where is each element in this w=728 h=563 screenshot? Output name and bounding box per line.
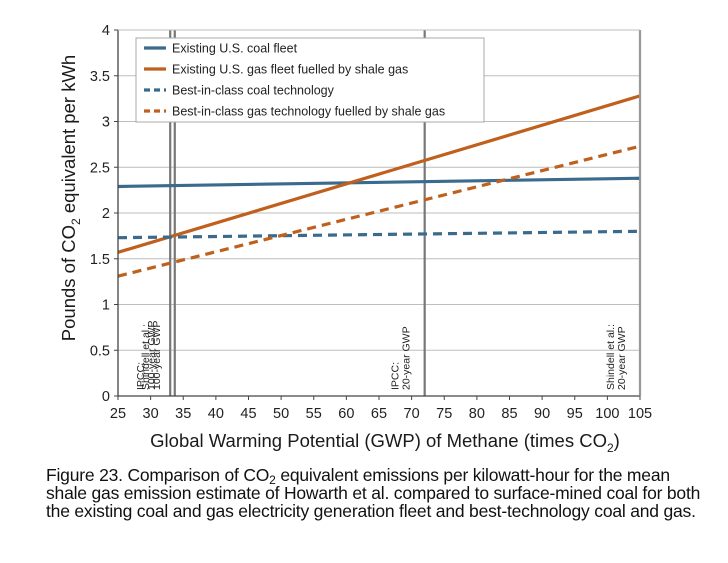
y-tick-label: 0 — [102, 389, 110, 405]
series-line — [117, 229, 641, 240]
reference-line-label-line: IPCC: — [135, 362, 147, 390]
x-axis-label-end: ) — [614, 430, 620, 451]
reference-line-label-line: 100-year GWP — [146, 321, 158, 390]
x-tick-label: 45 — [240, 406, 256, 422]
legend-box — [135, 37, 485, 123]
y-tick-label: 2 — [102, 206, 110, 222]
x-tick-label: 60 — [338, 406, 354, 422]
x-tick-label: 80 — [469, 406, 485, 422]
x-tick-label: 25 — [110, 406, 126, 422]
x-tick-label: 65 — [371, 406, 387, 422]
x-tick-label: 50 — [273, 406, 289, 422]
caption-part1: Figure 23. Comparison of CO — [46, 465, 270, 485]
y-axis-label-sub: 2 — [69, 218, 83, 225]
y-tick-label: 1 — [102, 298, 110, 314]
x-axis-label-main: Global Warming Potential (GWP) of Methan… — [150, 430, 607, 451]
series-line — [117, 176, 641, 189]
reference-line-label-line: Shindell et al.: — [605, 324, 617, 390]
x-axis-label: Global Warming Potential (GWP) of Methan… — [150, 430, 620, 455]
x-tick-label: 95 — [567, 406, 583, 422]
y-tick-label: 3.5 — [90, 69, 110, 85]
y-tick-label: 4 — [102, 23, 110, 39]
reference-line-label-line: Shindell et al.: — [140, 324, 152, 390]
figure-caption: Figure 23. Comparison of CO2 equivalent … — [46, 466, 706, 520]
y-axis-label-end: equivalent per kWh — [58, 55, 79, 219]
y-tick-label: 3 — [102, 115, 110, 131]
x-tick-label: 30 — [143, 406, 159, 422]
legend-label: Existing U.S. coal fleet — [172, 42, 298, 56]
reference-line-label-line: IPCC: — [390, 362, 402, 390]
x-tick-label: 85 — [501, 406, 517, 422]
y-tick-label: 0.5 — [90, 343, 110, 359]
x-tick-label: 70 — [404, 406, 420, 422]
x-tick-label: 35 — [175, 406, 191, 422]
x-tick-label: 105 — [628, 406, 652, 422]
x-tick-label: 40 — [208, 406, 224, 422]
x-tick-label: 75 — [436, 406, 452, 422]
reference-line-label-line: 20-year GWP — [401, 326, 413, 390]
legend-label: Existing U.S. gas fleet fuelled by shale… — [172, 63, 408, 77]
series-line — [117, 94, 641, 254]
legend-label: Best-in-class coal technology — [172, 84, 335, 98]
caption-sub: 2 — [269, 473, 276, 487]
x-tick-label: 100 — [595, 406, 619, 422]
legend-label: Best-in-class gas technology fuelled by … — [172, 105, 445, 119]
x-tick-label: 90 — [534, 406, 550, 422]
y-axis-label-main: Pounds of CO — [58, 225, 79, 341]
y-tick-label: 1.5 — [90, 252, 110, 268]
x-tick-label: 55 — [306, 406, 322, 422]
reference-line-label: Shindell et al.:20-year GWP — [605, 324, 628, 390]
reference-line-label: Shindell et al.:100-year GWP — [140, 321, 163, 390]
y-axis-label: Pounds of CO2 equivalent per kWh — [58, 55, 83, 341]
reference-line-label: IPCC:100-year GWP — [135, 321, 158, 390]
reference-line-label-line: 100-year GWP — [151, 321, 163, 390]
reference-line-label-line: 20-year GWP — [616, 326, 628, 390]
x-tick-labels: 25 30 35 40 45 50 55 60 65 70 75 80 85 90 95 100 105 — [110, 396, 652, 422]
legend: Existing U.S. coal fleet Existing U.S. ga… — [135, 37, 485, 123]
y-tick-label: 2.5 — [90, 160, 110, 176]
x-axis-label-sub: 2 — [607, 441, 614, 455]
reference-line-label: IPCC:20-year GWP — [390, 326, 413, 390]
y-tick-labels: 0 0.5 1 1.5 2 2.5 3 3.5 4 — [90, 23, 118, 405]
caption-part2: equivalent emissions per kilowatt-hour f… — [46, 465, 701, 521]
series-lines — [117, 94, 641, 278]
